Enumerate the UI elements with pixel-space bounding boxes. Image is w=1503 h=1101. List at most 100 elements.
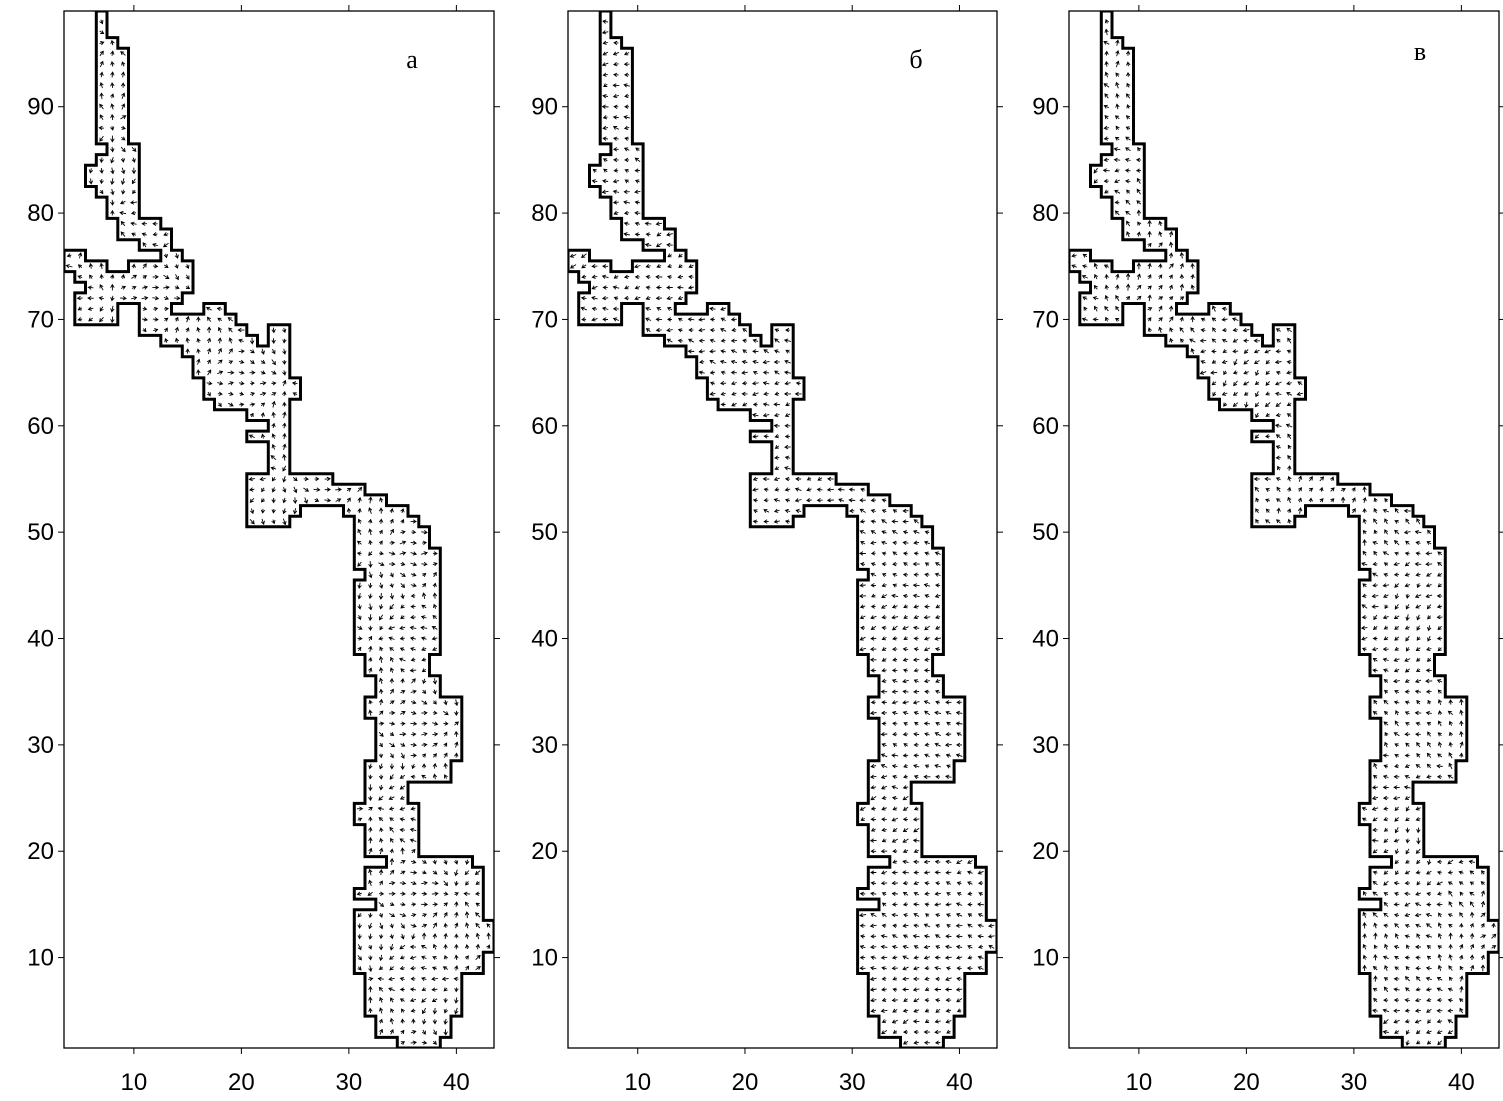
vector-arrow <box>486 944 491 949</box>
vector-arrow <box>368 539 373 545</box>
vector-arrow <box>601 306 609 311</box>
vector-arrow <box>902 668 909 673</box>
vector-arrow <box>1415 732 1421 737</box>
vector-arrow <box>902 1008 909 1013</box>
vector-arrow <box>1276 465 1281 471</box>
vector-arrow <box>1404 551 1410 556</box>
vector-arrow <box>1383 668 1389 673</box>
vector-arrow <box>934 593 941 599</box>
vector-arrow <box>357 636 363 641</box>
vector-arrow <box>1125 283 1131 291</box>
vector-arrow <box>601 295 609 301</box>
vector-arrow <box>282 348 287 355</box>
vector-arrow <box>1393 998 1400 1003</box>
vector-arrow <box>110 103 115 110</box>
vector-arrow <box>773 519 780 524</box>
vector-arrow <box>925 913 930 918</box>
vector-arrow <box>1393 732 1400 737</box>
vector-arrow <box>1286 359 1292 365</box>
vector-arrow <box>784 466 791 471</box>
vector-arrow <box>612 51 620 56</box>
vector-arrow <box>357 615 362 621</box>
vector-arrow <box>389 742 396 748</box>
vector-arrow <box>314 476 320 482</box>
vector-arrow <box>913 625 920 631</box>
vector-arrow <box>379 880 383 886</box>
vector-arrow <box>1372 625 1378 630</box>
vector-arrow <box>282 359 287 365</box>
vector-arrow <box>163 274 170 279</box>
vector-arrow <box>709 306 716 311</box>
vector-arrow <box>752 370 758 375</box>
vector-arrow <box>666 307 673 311</box>
vector-arrow <box>1426 881 1432 886</box>
vector-arrow <box>667 317 672 322</box>
vector-arrow <box>1426 997 1432 1003</box>
vector-arrow <box>1158 231 1163 237</box>
x-tick-label: 20 <box>732 1069 759 1096</box>
vector-arrow <box>720 402 726 407</box>
vector-arrow <box>196 369 201 376</box>
vector-arrow <box>271 443 276 450</box>
vector-arrow <box>624 72 630 77</box>
vector-arrow <box>720 306 727 311</box>
vector-arrow <box>1082 264 1088 269</box>
vector-arrow <box>1459 998 1464 1003</box>
vector-arrow <box>400 700 406 705</box>
vector-arrow <box>934 647 941 652</box>
vector-arrow <box>1275 370 1281 375</box>
vector-arrow <box>880 955 888 960</box>
vector-arrow <box>602 93 608 99</box>
vector-arrow <box>121 136 126 141</box>
vector-arrow <box>368 784 373 792</box>
vector-arrow <box>1211 359 1217 364</box>
vector-arrow <box>206 337 212 344</box>
vector-arrow <box>399 785 406 790</box>
vector-arrow <box>602 19 609 24</box>
vector-arrow <box>795 381 801 386</box>
vector-arrow <box>591 264 598 269</box>
vector-arrow <box>880 774 888 779</box>
y-tick-label: 20 <box>27 838 54 865</box>
vector-arrow <box>1286 402 1292 407</box>
vector-arrow <box>892 561 898 567</box>
vector-arrow <box>902 891 909 896</box>
y-tick-label: 30 <box>1032 732 1059 759</box>
vector-arrow <box>422 689 427 695</box>
vector-arrow <box>826 487 834 492</box>
vector-arrow <box>913 806 919 811</box>
vector-arrow <box>1147 230 1152 238</box>
axes-frame <box>63 10 495 1049</box>
vector-arrow <box>924 966 930 971</box>
vector-arrow <box>1147 307 1153 312</box>
vector-arrow <box>752 487 759 492</box>
vector-arrow <box>1414 997 1422 1003</box>
vector-arrow <box>356 551 362 556</box>
vector-arrow <box>99 189 104 195</box>
vector-arrow <box>1372 891 1378 896</box>
vector-arrow <box>400 530 406 535</box>
vector-arrow <box>870 774 877 779</box>
vector-arrow <box>378 655 384 663</box>
vector-arrow <box>903 721 908 726</box>
vector-arrow <box>389 913 396 918</box>
vector-arrow <box>774 466 780 471</box>
vector-arrow <box>121 92 126 99</box>
vector-arrow <box>1416 827 1421 834</box>
vector-arrow <box>368 571 373 579</box>
vector-arrow <box>1114 189 1121 194</box>
vector-arrow <box>913 753 919 758</box>
vector-arrow <box>869 838 877 843</box>
vector-arrow <box>379 1007 384 1014</box>
vector-arrow <box>410 615 416 620</box>
vector-arrow <box>463 891 471 896</box>
vector-arrow <box>945 710 952 715</box>
vector-arrow <box>913 668 919 673</box>
vector-arrow <box>1437 1040 1443 1046</box>
vector-arrow <box>762 402 770 407</box>
vector-arrow <box>399 955 405 960</box>
vector-arrow <box>1415 976 1421 982</box>
vector-arrow <box>655 221 662 226</box>
vector-arrow <box>1264 519 1271 524</box>
vector-arrow <box>1232 391 1238 396</box>
